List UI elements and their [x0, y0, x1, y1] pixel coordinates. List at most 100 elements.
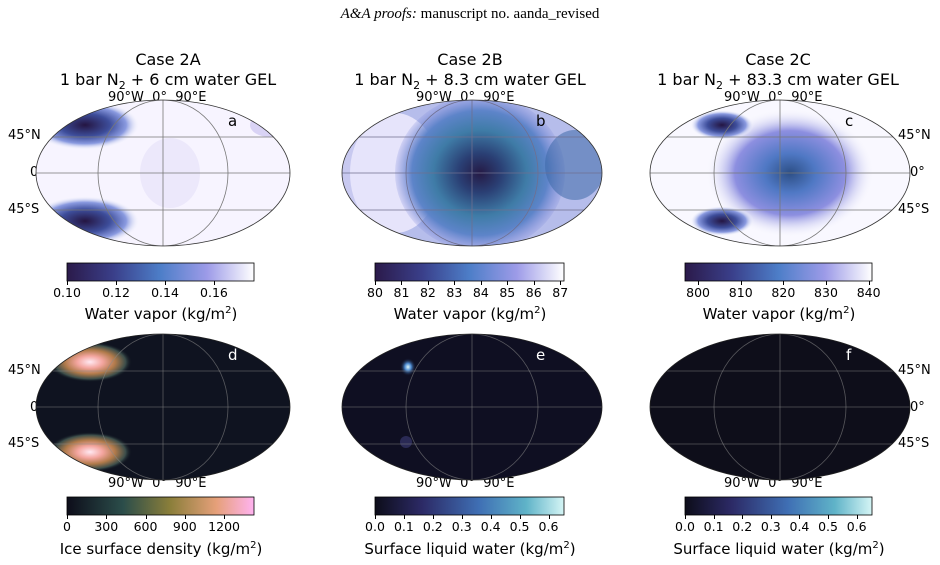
page-header: A&A proofs: manuscript no. aanda_revised: [0, 6, 940, 23]
colorbar-tick-mark: [533, 281, 535, 285]
colorbar-tick-mark: [115, 281, 117, 285]
lat-label-d-45n: 45°N: [8, 363, 41, 378]
lat-label-a-45s: 45°S: [8, 202, 40, 217]
colorbar-tick-label: 0.5: [509, 519, 530, 534]
panel-letter-a: a: [228, 112, 238, 130]
colorbar-tick-mark: [213, 281, 215, 285]
colorbar-label-d: Ice surface density (kg/m2): [59, 540, 263, 558]
lat-label-f-0: 0°: [910, 400, 925, 415]
colorbar-tick-mark: [401, 281, 403, 285]
colorbar-tick-mark: [507, 281, 509, 285]
lat-label-c-45n: 45°N: [898, 128, 931, 143]
colorbar-tick-label: 86: [525, 285, 542, 300]
map-panel-d: [36, 334, 290, 480]
colorbar-tick-mark: [519, 515, 521, 519]
colorbar-tick-label: 0.2: [422, 519, 443, 534]
colorbar-tick-label: 0.4: [789, 519, 810, 534]
colorbar-tick-label: 0.1: [703, 519, 724, 534]
colorbar-tick-mark: [698, 281, 700, 285]
colorbar-tick-mark: [480, 281, 482, 285]
colorbar-tick-mark: [403, 515, 405, 519]
colorbar-tick-label: 840: [856, 285, 881, 300]
colorbar-tick-mark: [560, 281, 562, 285]
panel-b-title: Case 2B 1 bar N2 + 8.3 cm water GEL: [320, 50, 620, 96]
panel-letter-d: d: [228, 346, 238, 364]
colorbar-tick-mark: [828, 515, 830, 519]
colorbar-label-b: Water vapor (kg/m2): [393, 305, 547, 323]
colorbar-tick-mark: [783, 281, 785, 285]
journal-name: A&A proofs:: [340, 6, 417, 22]
colorbar-tick-label: 0.16: [200, 285, 228, 300]
map-panel-f: [650, 334, 910, 480]
lat-label-a-45n: 45°N: [8, 128, 41, 143]
colorbar-tick-mark: [432, 515, 434, 519]
colorbar-tick-label: 87: [552, 285, 569, 300]
colorbar-label-c: Water vapor (kg/m2): [702, 305, 856, 323]
colorbar-tick-mark: [375, 281, 376, 285]
colorbar-tick-label: 830: [814, 285, 838, 300]
panel-letter-c: c: [845, 112, 854, 130]
colorbar-tick-label: 900: [172, 519, 197, 534]
colorbar-tick-mark: [742, 515, 744, 519]
colorbar-tick-label: 300: [94, 519, 119, 534]
colorbar-tick-mark: [548, 515, 550, 519]
colorbar-tick-label: 0.5: [818, 519, 838, 534]
panel-letter-b: b: [536, 112, 546, 130]
map-panel-b: [342, 100, 602, 246]
colorbar-tick-label: 0.4: [480, 519, 501, 534]
colorbar-tick-mark: [164, 281, 166, 285]
case-label: Case 2C: [745, 50, 811, 69]
colorbar-tick-mark: [145, 515, 147, 519]
lon-labels-f: 90°W 0° 90°E: [724, 476, 823, 491]
colorbar-b: [374, 262, 565, 282]
colorbar-label-f: Surface liquid water (kg/m2): [673, 540, 885, 558]
case-label: Case 2A: [135, 50, 201, 69]
colorbar-c: [684, 262, 873, 282]
case-label: Case 2B: [437, 50, 503, 69]
colorbar-tick-mark: [454, 281, 456, 285]
colorbar-tick-label: 0.0: [365, 519, 385, 534]
graticules: [35, 99, 911, 481]
colorbar-tick-label: 0.1: [393, 519, 414, 534]
gel-label: 1 bar N2 + 8.3 cm water GEL: [354, 70, 586, 93]
gel-label: 1 bar N2 + 83.3 cm water GEL: [657, 70, 899, 93]
colorbar-tick-label: 0.6: [846, 519, 867, 534]
lat-label-d-45s: 45°S: [8, 436, 40, 451]
colorbar-a: [66, 262, 255, 282]
colorbar-tick-label: 0.2: [732, 519, 753, 534]
colorbar-tick-label: 0.3: [760, 519, 781, 534]
colorbar-tick-mark: [740, 281, 742, 285]
colorbar-tick-label: 82: [419, 285, 436, 300]
colorbar-tick-label: 81: [393, 285, 410, 300]
colorbar-tick-mark: [799, 515, 801, 519]
colorbar-tick-mark: [67, 281, 68, 285]
map-panel-e: [342, 334, 602, 480]
lat-label-c-45s: 45°S: [898, 202, 930, 217]
colorbar-tick-mark: [770, 515, 772, 519]
lat-label-f-45n: 45°N: [898, 363, 931, 378]
panel-a-title: Case 2A 1 bar N2 + 6 cm water GEL: [18, 50, 318, 96]
panel-letter-f: f: [846, 346, 852, 364]
map-panel-c: [650, 100, 910, 246]
manuscript-id: manuscript no. aanda_revised: [416, 6, 600, 22]
colorbar-tick-mark: [825, 281, 827, 285]
colorbar-tick-mark: [184, 515, 186, 519]
lat-label-f-45s: 45°S: [898, 436, 930, 451]
colorbar-tick-label: 820: [771, 285, 796, 300]
colorbar-tick-label: 0: [63, 519, 71, 534]
colorbar-tick-mark: [224, 515, 226, 519]
colorbar-tick-mark: [427, 281, 429, 285]
colorbar-tick-label: 0.0: [675, 519, 695, 534]
map-panel-a: [36, 100, 290, 246]
colorbar-label-e: Surface liquid water (kg/m2): [364, 540, 576, 558]
colorbar-tick-label: 1200: [208, 519, 240, 534]
colorbar-tick-label: 800: [686, 285, 711, 300]
colorbar-tick-mark: [375, 515, 376, 519]
colorbar-tick-mark: [490, 515, 492, 519]
colorbar-tick-label: 0.14: [151, 285, 179, 300]
colorbar-tick-label: 0.3: [451, 519, 472, 534]
colorbar-tick-label: 84: [472, 285, 489, 300]
colorbar-d: [66, 496, 255, 516]
colorbar-tick-label: 80: [367, 285, 383, 300]
